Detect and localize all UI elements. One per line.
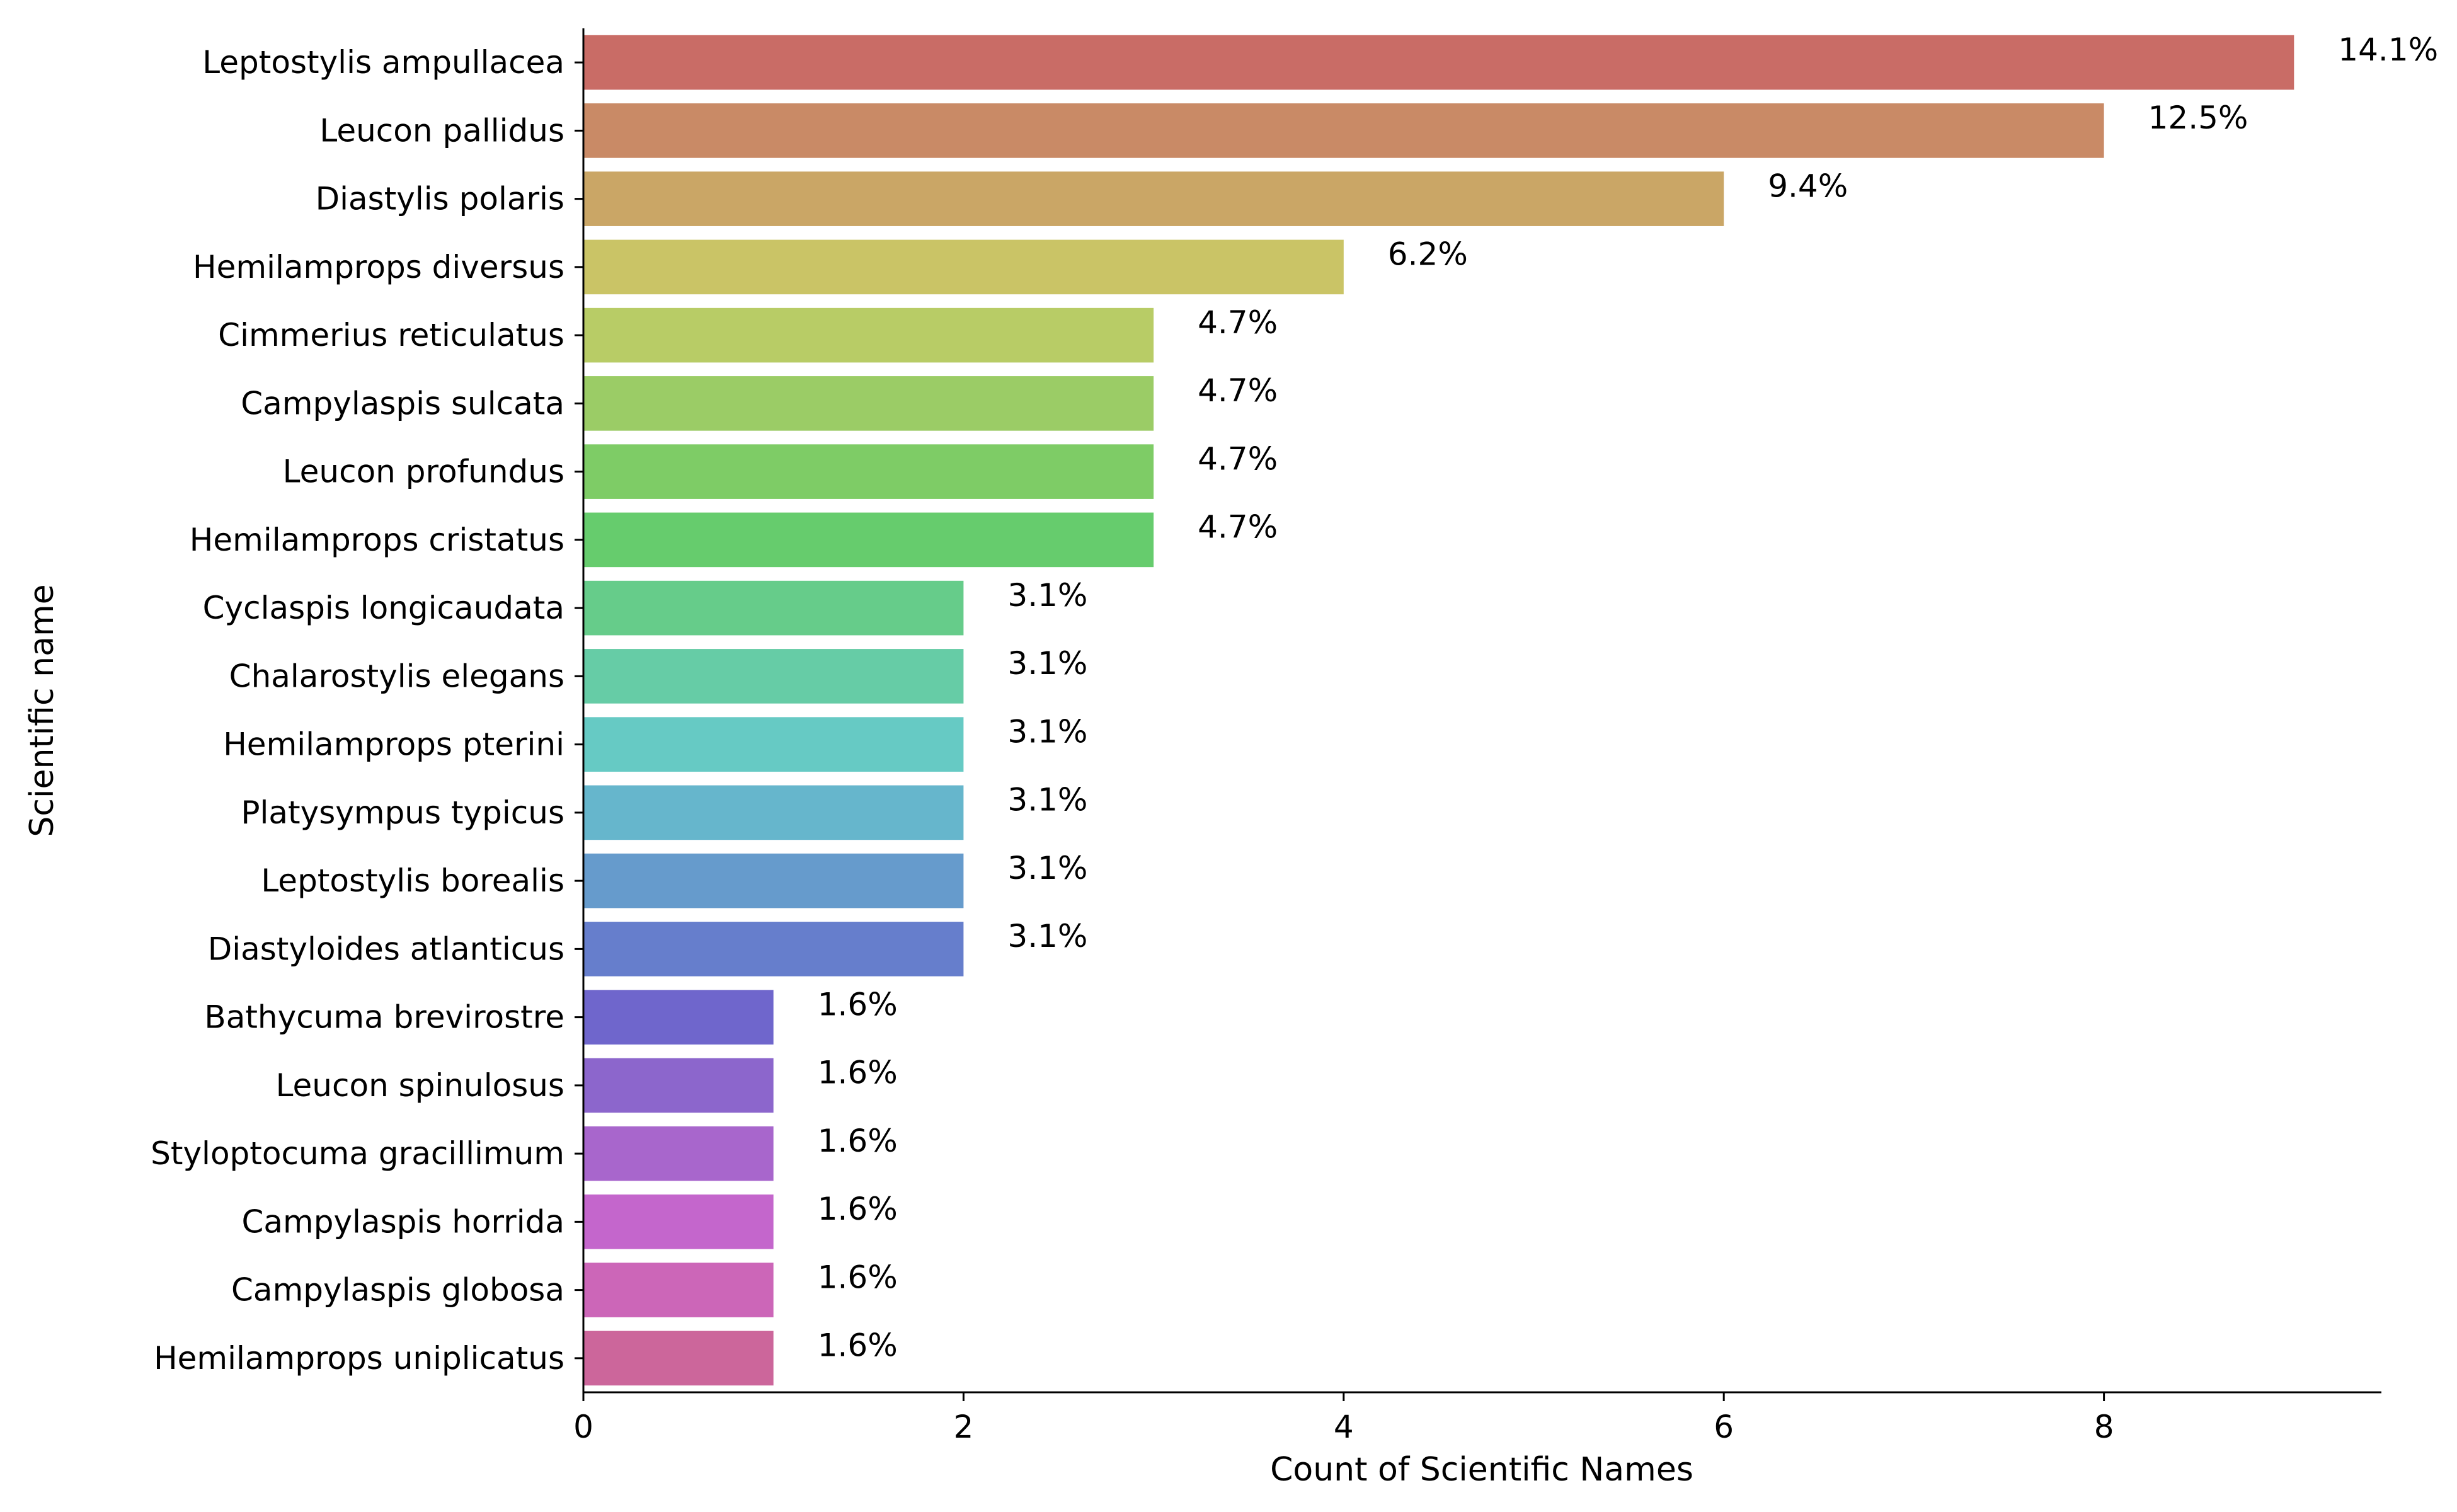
category-label: Hemilamprops cristatus (190, 522, 564, 558)
data-label: 1.6% (818, 1259, 898, 1295)
bar (583, 35, 2294, 90)
data-label: 4.7% (1198, 372, 1278, 409)
data-label: 4.7% (1198, 440, 1278, 477)
bars-group (583, 35, 2294, 1386)
bar (583, 376, 1154, 431)
x-tick-label: 2 (953, 1409, 973, 1445)
category-label: Campylaspis globosa (231, 1272, 564, 1309)
bar (583, 1263, 774, 1317)
x-tick-label: 6 (1714, 1409, 1734, 1445)
category-label: Diastyloides atlanticus (208, 931, 564, 967)
data-label: 4.7% (1198, 509, 1278, 546)
category-label: Leucon spinulosus (276, 1067, 564, 1104)
data-label: 3.1% (1007, 850, 1087, 886)
category-label: Platysympus typicus (241, 794, 564, 831)
bar (583, 1058, 774, 1113)
category-label: Leptostylis borealis (261, 862, 564, 899)
x-tick-label: 0 (573, 1409, 593, 1445)
data-label: 1.6% (818, 1055, 898, 1091)
x-axis-title: Count of Scientific Names (1270, 1451, 1693, 1489)
data-label: 3.1% (1007, 918, 1087, 954)
category-label: Leucon profundus (283, 454, 564, 490)
bar (583, 1194, 774, 1249)
bar (583, 990, 774, 1045)
category-label: Campylaspis horrida (241, 1203, 564, 1240)
x-axis-ticks: 0 2 4 6 8 (573, 61, 2114, 1445)
bar (583, 239, 1344, 295)
bar (583, 853, 964, 908)
bar (583, 512, 1154, 568)
category-label: Styloptocuma gracillimum (151, 1135, 564, 1172)
category-label: Cyclaspis longicaudata (203, 590, 564, 626)
bar (583, 785, 964, 840)
data-label: 1.6% (818, 1123, 898, 1159)
bar (583, 444, 1154, 499)
data-label: 4.7% (1198, 304, 1278, 341)
category-label: Campylaspis sulcata (241, 385, 564, 421)
data-label: 12.5% (2148, 100, 2248, 136)
data-label: 1.6% (818, 986, 898, 1022)
x-tick-label: 8 (2094, 1409, 2114, 1445)
category-label: Chalarostylis elegans (229, 658, 564, 694)
bar (583, 307, 1154, 363)
data-label: 1.6% (818, 1327, 898, 1364)
category-label: Cimmerius reticulatus (218, 317, 564, 353)
data-label: 3.1% (1007, 645, 1087, 682)
bar (583, 171, 1724, 226)
category-label: Diastylis polaris (316, 181, 564, 217)
data-label: 3.1% (1007, 782, 1087, 818)
bar (583, 1126, 774, 1181)
data-label: 6.2% (1388, 236, 1468, 273)
x-tick-label: 4 (1334, 1409, 1354, 1445)
category-label: Leptostylis ampullacea (202, 44, 564, 81)
category-label: Hemilamprops pterini (223, 726, 564, 763)
bar (583, 717, 964, 772)
category-label: Bathycuma brevirostre (204, 999, 564, 1036)
bar (583, 922, 964, 976)
category-label: Hemilamprops uniplicatus (154, 1340, 564, 1377)
bar (583, 103, 2104, 158)
data-labels: 14.1% 12.5% 9.4% 6.2% 4.7% 4.7% 4.7% 4.7% 3.1% 3.… (818, 32, 2438, 1364)
data-label: 3.1% (1007, 577, 1087, 614)
data-label: 1.6% (818, 1191, 898, 1227)
category-labels: Leptostylis ampullacea Leucon pallidus Dia… (151, 44, 564, 1377)
data-label: 14.1% (2338, 32, 2438, 68)
data-label: 3.1% (1007, 713, 1087, 750)
bar (583, 580, 964, 636)
bar (583, 649, 964, 704)
y-axis-title: Scientific name (23, 584, 61, 837)
category-label: Leucon pallidus (319, 112, 564, 149)
bar (583, 1331, 774, 1386)
data-label: 9.4% (1768, 168, 1848, 204)
category-label: Hemilamprops diversus (193, 249, 564, 285)
